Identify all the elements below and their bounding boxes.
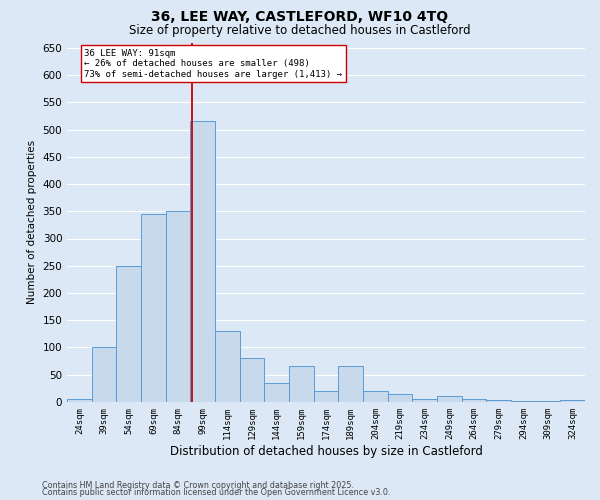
X-axis label: Distribution of detached houses by size in Castleford: Distribution of detached houses by size …: [170, 444, 482, 458]
Bar: [67, 399, 92, 402]
Bar: [511, 400, 536, 402]
Text: Size of property relative to detached houses in Castleford: Size of property relative to detached ho…: [129, 24, 471, 37]
Bar: [462, 399, 487, 402]
Bar: [141, 214, 166, 402]
Y-axis label: Number of detached properties: Number of detached properties: [27, 140, 37, 304]
Bar: [487, 400, 511, 402]
Bar: [166, 212, 190, 402]
Bar: [412, 399, 437, 402]
Bar: [289, 366, 314, 402]
Bar: [314, 391, 338, 402]
Bar: [190, 122, 215, 402]
Bar: [240, 358, 265, 402]
Bar: [388, 394, 412, 402]
Bar: [338, 366, 363, 402]
Text: Contains public sector information licensed under the Open Government Licence v3: Contains public sector information licen…: [42, 488, 391, 497]
Bar: [215, 331, 240, 402]
Text: 36, LEE WAY, CASTLEFORD, WF10 4TQ: 36, LEE WAY, CASTLEFORD, WF10 4TQ: [151, 10, 449, 24]
Bar: [116, 266, 141, 402]
Bar: [265, 383, 289, 402]
Bar: [92, 348, 116, 402]
Bar: [560, 400, 585, 402]
Bar: [437, 396, 462, 402]
Text: Contains HM Land Registry data © Crown copyright and database right 2025.: Contains HM Land Registry data © Crown c…: [42, 481, 354, 490]
Bar: [363, 391, 388, 402]
Text: 36 LEE WAY: 91sqm
← 26% of detached houses are smaller (498)
73% of semi-detache: 36 LEE WAY: 91sqm ← 26% of detached hous…: [85, 49, 343, 79]
